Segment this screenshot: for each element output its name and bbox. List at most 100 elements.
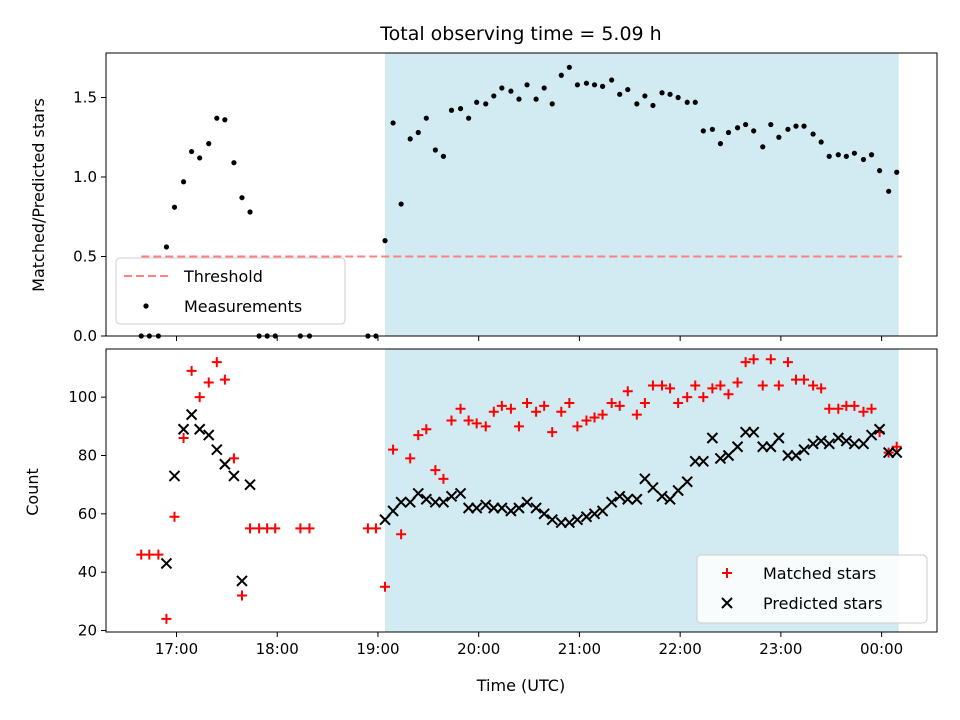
predicted-star-point [228,470,240,482]
matched-star-point [657,380,668,391]
matched-star-point [866,403,877,414]
matched-star-point [304,523,315,534]
matched-star-point [396,529,407,540]
measurement-point [776,134,782,140]
measurement-point [868,152,875,158]
matched-star-point [513,421,524,432]
measurement-point [617,91,623,97]
matched-star-point [606,397,617,408]
predicted-star-point [168,470,181,482]
predicted-star-point [622,493,634,505]
matched-star-point [723,389,734,400]
legend-measurement-label: Measurements [184,297,302,316]
measurement-point [549,101,555,107]
measurement-point [508,88,514,94]
top-legend: Threshold Measurements [115,257,346,325]
measurement-point [851,150,858,156]
matched-star-point [622,386,633,397]
matched-star-point [799,374,810,385]
matched-star-point [463,415,474,426]
predicted-star-point [546,513,558,526]
matched-star-point [178,432,189,443]
predicted-star-point [177,423,190,435]
predicted-star-point [815,435,827,447]
matched-star-point [748,354,759,365]
matched-star-point [589,412,600,423]
matched-star-point [698,392,709,403]
predicted-star-point [211,443,223,456]
x-tick-label: 19:00 [356,640,399,658]
predicted-star-point [706,432,719,444]
measurement-point [474,99,480,105]
x-tick-label: 22:00 [659,640,702,658]
matched-star-point [531,406,542,417]
predicted-star-point [244,478,256,491]
matched-star-point [816,383,827,394]
predicted-star-point [496,502,508,514]
matched-star-point [539,400,550,411]
predicted-star-point [420,493,433,505]
matched-star-point [665,383,676,394]
matched-star-point [849,400,860,411]
measurement-point [206,141,212,147]
measurement-point [609,77,615,83]
matched-star-point [858,406,869,417]
y-tick-label: 1.5 [73,89,97,107]
measurement-point [760,144,766,150]
matched-star-point [413,430,424,441]
legend-predicted-swatch [721,597,733,609]
matched-star-point [370,523,381,534]
predicted-star-point [697,455,710,468]
y-tick-label: 40 [78,563,97,581]
predicted-star-point [765,441,777,453]
matched-star-point [782,357,793,368]
predicted-star-point [454,487,467,500]
predicted-star-point [395,496,407,508]
x-axis-label: Time (UTC) [476,676,565,695]
matched-star-point [380,581,391,592]
measurement-point [415,129,421,136]
predicted-star-point [807,438,819,450]
measurement-point [734,125,741,131]
matched-star-point [732,377,743,388]
matched-star-point [891,441,902,452]
matched-star-point [765,354,776,365]
measurement-point [163,244,170,250]
matched-star-point [430,465,441,476]
predicted-star-point [840,435,853,447]
predicted-star-point [731,441,744,453]
measurement-point [725,129,732,136]
matched-star-point [388,444,399,455]
matched-star-point [824,403,835,414]
measurement-point [894,169,900,175]
x-tick-label: 17:00 [155,640,198,658]
matched-star-point [161,613,172,624]
measurement-point [448,107,455,113]
measurement-point [625,86,631,93]
x-tick-label: 20:00 [457,640,500,658]
matched-star-point [245,523,256,534]
measurement-point [390,120,396,126]
matched-star-point [673,397,684,408]
bottom-axes: 17:00 18:00 19:00 20:00 21:00 22:00 23:00 00:00… [68,348,938,658]
measurement-point [533,96,539,102]
measurement-point [835,152,841,158]
predicted-star-point [219,458,231,470]
measurement-point [818,139,824,145]
measurement-point [432,147,438,153]
matched-star-point [203,377,214,388]
matched-star-point [581,415,592,426]
measurement-point [692,99,698,105]
predicted-star-point [203,429,215,441]
measurement-point [231,160,237,166]
measurement-point [398,201,404,207]
y-tick-label: 80 [78,446,97,464]
matched-star-point [194,392,205,403]
predicted-star-point [445,490,458,503]
measurement-point [516,96,522,102]
measurement-point [793,123,799,129]
legend-measurement-swatch [143,303,149,309]
matched-star-point [572,421,583,432]
predicted-star-point [571,513,584,526]
